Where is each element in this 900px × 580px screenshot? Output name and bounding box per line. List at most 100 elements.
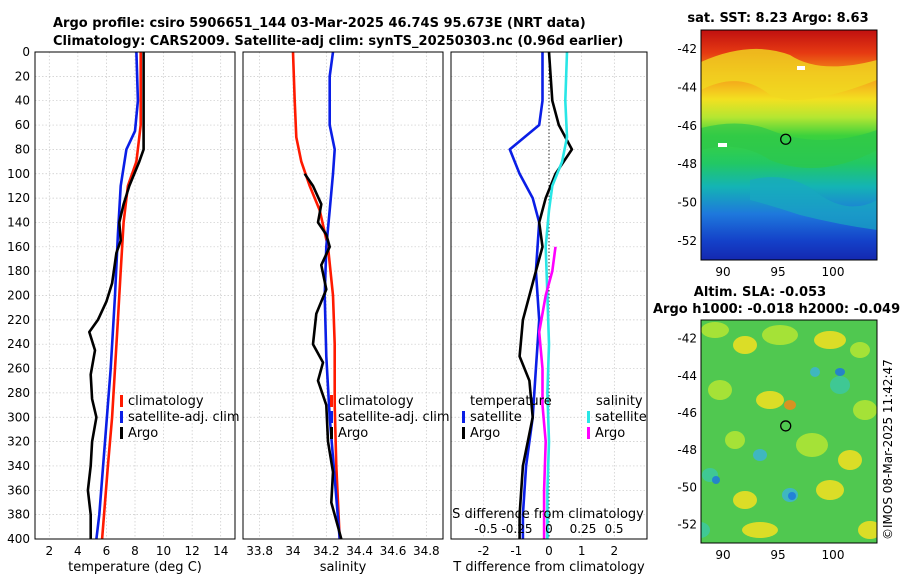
legend-swatch-satellite — [120, 411, 123, 423]
sla-map-panel: Altim. SLA: -0.053 Argo h1000: -0.018 h2… — [653, 285, 900, 562]
sla-title: Altim. SLA: -0.053 — [694, 285, 826, 300]
main-title-line2: Climatology: CARS2009. Satellite-adj cli… — [53, 34, 623, 49]
x-tick-label: 34.4 — [346, 544, 373, 558]
s-difference-tick-labels: -0.5 -0.25 0 0.25 0.5 — [474, 522, 623, 536]
x-tick-label: -1 — [510, 544, 522, 558]
lon-tick-label: 90 — [715, 548, 730, 562]
depth-tick-label: 60 — [15, 118, 30, 132]
legend-climatology: climatology — [128, 394, 204, 409]
argo-marker-circle — [780, 133, 792, 145]
sla-heatmap — [701, 320, 877, 543]
sst-warm-tongue — [701, 48, 877, 100]
sla-anomaly-blob — [850, 342, 870, 358]
depth-tick-label: 140 — [7, 215, 30, 229]
lat-tick-label: -42 — [677, 332, 697, 346]
lat-tick-label: -48 — [677, 443, 697, 457]
sla-anomaly-blob — [725, 431, 745, 449]
sla-anomaly-blob — [762, 325, 798, 345]
lat-tick-label: -50 — [677, 196, 697, 210]
depth-tick-label: 240 — [7, 337, 30, 351]
sla-subtitle: Argo h1000: -0.018 h2000: -0.049 — [653, 302, 900, 317]
s-tick-label: 0.5 — [604, 522, 623, 536]
x-tick-label: 0 — [545, 544, 553, 558]
depth-tick-label: 360 — [7, 483, 30, 497]
depth-tick-label: 220 — [7, 313, 30, 327]
x-tick-label: 34.2 — [313, 544, 340, 558]
lat-tick-label: -44 — [677, 369, 697, 383]
depth-tick-label: 120 — [7, 191, 30, 205]
salinity-grid — [243, 51, 443, 540]
series-line-temperature-satellite — [508, 52, 544, 539]
difference-legend: temperature salinity satellite Argo sate… — [462, 394, 647, 441]
sla-anomaly-blob — [708, 380, 732, 400]
depth-tick-label: 40 — [15, 94, 30, 108]
s-tick-label: -0.5 — [474, 522, 497, 536]
argo-location-marker — [780, 133, 792, 145]
sla-anomaly-blob — [810, 367, 820, 377]
sla-anomaly-blob — [733, 336, 757, 354]
x-tick-label: 6 — [103, 544, 111, 558]
legend-swatch-satellite — [330, 411, 333, 423]
lat-tick-label: -44 — [677, 81, 697, 95]
sla-anomaly-blob — [753, 449, 767, 461]
depth-tick-label: 100 — [7, 167, 30, 181]
sst-green-band — [701, 123, 877, 168]
legend-swatch-s-satellite — [587, 411, 590, 423]
x-tick-label: 1 — [578, 544, 586, 558]
sla-anomaly-blob — [858, 521, 877, 539]
sla-anomaly-blob — [838, 450, 862, 470]
legend-satellite-adj: satellite-adj. clim — [338, 410, 450, 425]
sla-anomaly-blob — [830, 376, 850, 394]
lon-tick-label: 100 — [822, 265, 845, 279]
sla-anomaly-blob — [788, 492, 796, 500]
lon-tick-label: 95 — [770, 548, 785, 562]
main-title-line1: Argo profile: csiro 5906651_144 03-Mar-2… — [53, 16, 586, 31]
lat-tick-label: -52 — [677, 517, 697, 531]
lat-tick-label: -52 — [677, 234, 697, 248]
temperature-xlabel: temperature (deg C) — [68, 560, 202, 575]
x-tick-label: 2 — [45, 544, 53, 558]
x-tick-label: 34.8 — [413, 544, 440, 558]
sst-cool-patch — [750, 177, 877, 230]
temperature-legend: climatology satellite-adj. clim Argo — [120, 394, 240, 441]
temperature-axes-frame — [34, 51, 236, 540]
sla-anomaly-blob — [733, 491, 757, 509]
x-tick-label: 4 — [74, 544, 82, 558]
sla-blobs — [701, 322, 877, 539]
legend-header-salinity: salinity — [596, 394, 643, 409]
salinity-axes-frame — [242, 51, 444, 540]
lon-tick-label: 90 — [715, 265, 730, 279]
x-tick-label: 8 — [131, 544, 139, 558]
lon-tick-label: 95 — [770, 265, 785, 279]
sla-anomaly-blob — [712, 476, 720, 484]
legend-argo: Argo — [128, 426, 158, 441]
s-difference-label: S difference from climatology — [452, 507, 644, 522]
sla-tick-labels: 90 95 100 -42 -44 -46 -48 -50 -52 — [677, 332, 844, 562]
depth-tick-label: 320 — [7, 435, 30, 449]
lat-tick-label: -46 — [677, 119, 697, 133]
sst-heatmap — [701, 30, 877, 260]
series-line-salinity-satellite — [544, 51, 569, 539]
series-line-climatology — [100, 52, 142, 540]
sla-anomaly-blob — [853, 400, 877, 420]
depth-tick-label: 20 — [15, 69, 30, 83]
legend-swatch-climatology — [120, 395, 123, 407]
sla-anomaly-blob — [701, 522, 710, 538]
temperature-panel: 0 20 40 60 80 100 120 140 160 180 200 220 240 260 280 3… — [7, 45, 240, 575]
sla-anomaly-blob — [784, 400, 796, 410]
depth-tick-label: 180 — [7, 264, 30, 278]
s-tick-label: -0.25 — [501, 522, 532, 536]
legend-argo: Argo — [338, 426, 368, 441]
sst-gap-1 — [718, 143, 727, 147]
s-tick-label: 0 — [545, 522, 553, 536]
lat-tick-label: -46 — [677, 406, 697, 420]
legend-swatch-t-satellite — [462, 411, 465, 423]
legend-swatch-climatology — [330, 395, 333, 407]
legend-t-argo: Argo — [470, 426, 500, 441]
legend-s-argo: Argo — [595, 426, 625, 441]
depth-tick-label: 80 — [15, 142, 30, 156]
depth-tick-labels: 0 20 40 60 80 100 120 140 160 180 200 220 240 260 280 3… — [7, 45, 30, 546]
x-tick-label: -2 — [478, 544, 490, 558]
x-tick-label: 10 — [156, 544, 171, 558]
